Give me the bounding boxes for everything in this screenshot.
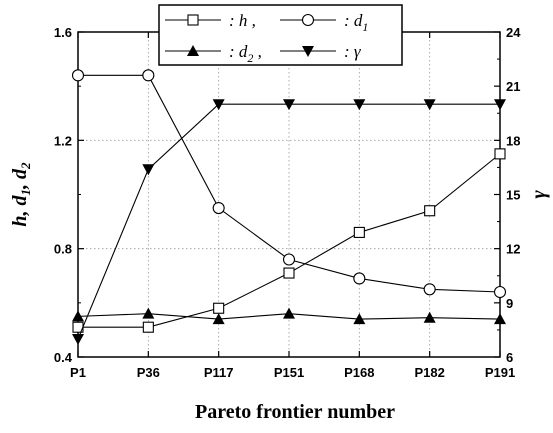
x-tick-label: P1: [70, 365, 86, 380]
y-left-tick-label: 0.8: [54, 242, 72, 257]
legend-label: : d1: [344, 11, 368, 34]
x-axis-title: Pareto frontier number: [195, 401, 395, 423]
legend-box: [158, 4, 403, 66]
series-2: [72, 307, 506, 325]
legend-entry: : d1: [280, 11, 368, 34]
y-right-tick-label: 18: [506, 133, 520, 148]
data-point: [494, 148, 506, 160]
x-tick-label: P191: [485, 365, 515, 380]
series-3: [72, 99, 506, 345]
y-left-tick-label: 1.2: [54, 133, 72, 148]
data-point: [142, 321, 154, 333]
y-right-tick-label: 6: [506, 350, 513, 365]
data-point: [212, 313, 225, 325]
data-point: [283, 99, 295, 111]
legend-marker: [301, 13, 315, 27]
y-axis-left-title: h, d1, d2: [9, 162, 33, 227]
y-right-tick-label: 12: [506, 242, 520, 257]
x-tick-label: P117: [204, 365, 234, 380]
data-point: [72, 333, 84, 345]
data-point: [212, 201, 225, 215]
data-point: [424, 205, 436, 217]
data-point: [283, 307, 295, 319]
data-point: [494, 99, 506, 111]
data-point: [71, 69, 85, 82]
data-point: [212, 99, 225, 111]
y-right-tick-label: 9: [506, 296, 513, 311]
data-point: [213, 302, 225, 314]
x-tick-label: P36: [137, 365, 160, 380]
legend-entry: : d2 ,: [165, 42, 262, 65]
y-left-tick-label: 0.4: [54, 350, 73, 365]
y-right-tick-label: 15: [506, 188, 520, 203]
legend: : h , : d1 : d2 , : γ: [158, 4, 403, 66]
legend-label: : d2 ,: [229, 42, 262, 65]
data-point: [283, 267, 295, 279]
y-right-tick-label: 24: [506, 25, 521, 40]
data-point: [423, 283, 436, 296]
data-point: [493, 285, 507, 299]
data-point: [353, 313, 366, 325]
legend-label: : γ: [344, 42, 362, 61]
series-0: [72, 148, 506, 333]
legend-entry: : h ,: [165, 11, 256, 30]
axis-ticks: P1 P36 P117 P151 P168 P182 P191 0.4 0.8 1.2 1.6 6 9 1…: [54, 25, 521, 380]
series-1: [71, 69, 507, 299]
series-layer: [71, 69, 507, 345]
data-point: [353, 99, 366, 111]
legend-marker: [187, 45, 199, 56]
data-point: [423, 99, 436, 111]
x-tick-label: P182: [414, 365, 444, 380]
data-point: [353, 226, 365, 238]
data-point: [142, 164, 155, 176]
data-point: [142, 69, 155, 82]
x-tick-label: P168: [344, 365, 374, 380]
data-point: [423, 311, 436, 323]
legend-marker: [187, 14, 199, 26]
series-line: [77, 103, 500, 340]
y-left-tick-label: 1.6: [54, 25, 72, 40]
data-point: [142, 307, 155, 319]
data-point: [282, 253, 296, 266]
data-point: [494, 313, 506, 325]
legend-label: : h ,: [229, 11, 256, 30]
x-tick-label: P151: [274, 365, 304, 380]
y-right-tick-label: 21: [506, 79, 520, 94]
legend-marker: [302, 46, 314, 57]
data-point: [72, 310, 84, 322]
data-point: [353, 272, 366, 285]
y-axis-right-title: γ: [528, 190, 550, 199]
legend-entry: : γ: [280, 42, 362, 61]
